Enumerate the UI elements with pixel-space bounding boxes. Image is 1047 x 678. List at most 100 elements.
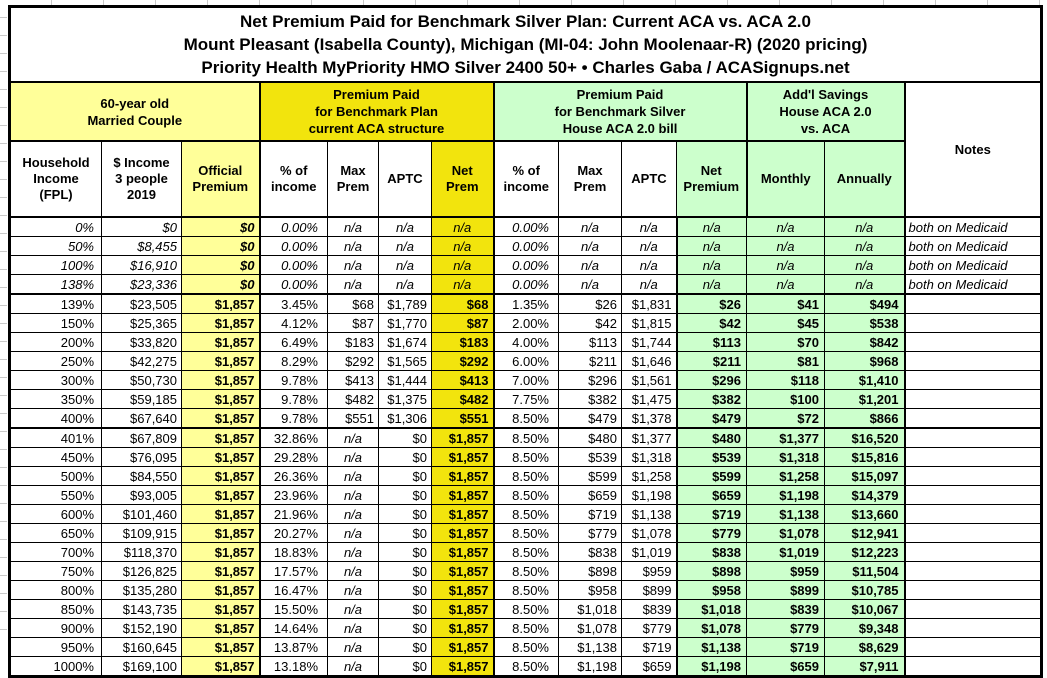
cell-aca-aptc[interactable]: $1,565 bbox=[378, 351, 432, 371]
cell-aca2-net-premium[interactable]: $480 bbox=[675, 427, 747, 448]
cell-aca2-max-prem[interactable]: $958 bbox=[558, 580, 622, 600]
cell-savings-monthly[interactable]: $72 bbox=[746, 408, 825, 429]
cell-notes[interactable]: both on Medicaid bbox=[903, 216, 1042, 237]
cell-income[interactable]: $76,095 bbox=[101, 447, 182, 467]
cell-fpl[interactable]: 100% bbox=[9, 255, 102, 275]
cell-aca-pct-income[interactable]: 14.64% bbox=[258, 618, 328, 638]
cell-savings-monthly[interactable]: $1,019 bbox=[746, 542, 825, 562]
cell-savings-monthly[interactable]: $1,258 bbox=[746, 466, 825, 486]
cell-aca2-aptc[interactable]: $719 bbox=[621, 637, 677, 657]
cell-notes[interactable] bbox=[903, 351, 1042, 371]
cell-aca2-net-premium[interactable]: $211 bbox=[675, 351, 747, 371]
cell-aca2-aptc[interactable]: n/a bbox=[621, 255, 677, 275]
cell-aca2-aptc[interactable]: $1,744 bbox=[621, 332, 677, 352]
cell-fpl[interactable]: 800% bbox=[9, 580, 102, 600]
cell-aca2-pct-income[interactable]: 8.50% bbox=[492, 504, 559, 524]
column-header-aca-net-prem[interactable]: Net Prem bbox=[431, 140, 494, 218]
cell-official-premium[interactable]: $1,857 bbox=[181, 293, 260, 314]
cell-savings-annually[interactable]: n/a bbox=[824, 216, 905, 237]
cell-aca2-aptc[interactable]: n/a bbox=[621, 274, 677, 295]
cell-aca2-pct-income[interactable]: 4.00% bbox=[492, 332, 559, 352]
cell-official-premium[interactable]: $1,857 bbox=[181, 599, 260, 619]
cell-fpl[interactable]: 750% bbox=[9, 561, 102, 581]
cell-aca-max-prem[interactable]: n/a bbox=[327, 255, 379, 275]
cell-savings-monthly[interactable]: $1,138 bbox=[746, 504, 825, 524]
cell-savings-monthly[interactable]: n/a bbox=[746, 274, 825, 295]
cell-savings-annually[interactable]: $866 bbox=[824, 408, 905, 429]
cell-notes[interactable] bbox=[903, 504, 1042, 524]
column-header-aca-aptc[interactable]: APTC bbox=[378, 140, 432, 218]
cell-aca-pct-income[interactable]: 4.12% bbox=[258, 313, 328, 333]
cell-savings-monthly[interactable]: $1,318 bbox=[746, 447, 825, 467]
cell-fpl[interactable]: 250% bbox=[9, 351, 102, 371]
cell-aca2-max-prem[interactable]: $480 bbox=[558, 427, 622, 448]
cell-savings-monthly[interactable]: $81 bbox=[746, 351, 825, 371]
cell-notes[interactable]: both on Medicaid bbox=[903, 255, 1042, 275]
cell-savings-monthly[interactable]: $899 bbox=[746, 580, 825, 600]
column-header-income[interactable]: $ Income 3 people 2019 bbox=[101, 140, 182, 218]
cell-aca2-pct-income[interactable]: 8.50% bbox=[492, 599, 559, 619]
cell-aca2-pct-income[interactable]: 8.50% bbox=[492, 485, 559, 505]
cell-aca2-aptc[interactable]: $1,831 bbox=[621, 293, 677, 314]
cell-aca2-aptc[interactable]: $1,138 bbox=[621, 504, 677, 524]
cell-aca-pct-income[interactable]: 15.50% bbox=[258, 599, 328, 619]
cell-aca2-net-premium[interactable]: $539 bbox=[675, 447, 747, 467]
cell-fpl[interactable]: 900% bbox=[9, 618, 102, 638]
cell-official-premium[interactable]: $1,857 bbox=[181, 561, 260, 581]
cell-aca-max-prem[interactable]: n/a bbox=[327, 599, 379, 619]
cell-aca2-max-prem[interactable]: $719 bbox=[558, 504, 622, 524]
cell-aca2-net-premium[interactable]: $479 bbox=[675, 408, 747, 429]
cell-aca-aptc[interactable]: $1,375 bbox=[378, 389, 432, 409]
cell-notes[interactable] bbox=[903, 389, 1042, 409]
cell-aca2-pct-income[interactable]: 7.00% bbox=[492, 370, 559, 390]
cell-aca2-aptc[interactable]: $1,475 bbox=[621, 389, 677, 409]
cell-official-premium[interactable]: $1,857 bbox=[181, 408, 260, 429]
cell-notes[interactable] bbox=[903, 485, 1042, 505]
cell-aca-net-prem[interactable]: $1,857 bbox=[431, 561, 494, 581]
cell-official-premium[interactable]: $1,857 bbox=[181, 542, 260, 562]
cell-aca2-aptc[interactable]: $1,561 bbox=[621, 370, 677, 390]
column-header-official-premium[interactable]: Official Premium bbox=[181, 140, 260, 218]
cell-aca2-pct-income[interactable]: 8.50% bbox=[492, 447, 559, 467]
cell-aca-max-prem[interactable]: $482 bbox=[327, 389, 379, 409]
cell-aca2-aptc[interactable]: $1,646 bbox=[621, 351, 677, 371]
cell-aca-net-prem[interactable]: $1,857 bbox=[431, 447, 494, 467]
cell-official-premium[interactable]: $1,857 bbox=[181, 580, 260, 600]
cell-income[interactable]: $152,190 bbox=[101, 618, 182, 638]
cell-notes[interactable] bbox=[903, 332, 1042, 352]
cell-aca2-pct-income[interactable]: 0.00% bbox=[492, 216, 559, 237]
cell-aca-net-prem[interactable]: $1,857 bbox=[431, 599, 494, 619]
cell-aca2-aptc[interactable]: $1,258 bbox=[621, 466, 677, 486]
cell-savings-annually[interactable]: $16,520 bbox=[824, 427, 905, 448]
column-header-aca-max-prem[interactable]: Max Prem bbox=[327, 140, 379, 218]
cell-aca-aptc[interactable]: $0 bbox=[378, 523, 432, 543]
cell-savings-annually[interactable]: n/a bbox=[824, 255, 905, 275]
cell-aca-aptc[interactable]: $0 bbox=[378, 542, 432, 562]
cell-aca2-pct-income[interactable]: 8.50% bbox=[492, 542, 559, 562]
cell-aca-net-prem[interactable]: $1,857 bbox=[431, 485, 494, 505]
cell-notes[interactable]: both on Medicaid bbox=[903, 274, 1042, 295]
cell-savings-annually[interactable]: $10,067 bbox=[824, 599, 905, 619]
cell-notes[interactable] bbox=[903, 580, 1042, 600]
cell-savings-annually[interactable]: $13,660 bbox=[824, 504, 905, 524]
cell-fpl[interactable]: 401% bbox=[9, 427, 102, 448]
cell-fpl[interactable]: 550% bbox=[9, 485, 102, 505]
cell-official-premium[interactable]: $0 bbox=[181, 274, 260, 295]
cell-official-premium[interactable]: $1,857 bbox=[181, 389, 260, 409]
cell-income[interactable]: $169,100 bbox=[101, 656, 182, 678]
cell-fpl[interactable]: 138% bbox=[9, 274, 102, 295]
cell-fpl[interactable]: 500% bbox=[9, 466, 102, 486]
cell-savings-annually[interactable]: $10,785 bbox=[824, 580, 905, 600]
cell-aca-pct-income[interactable]: 6.49% bbox=[258, 332, 328, 352]
cell-aca2-net-premium[interactable]: $779 bbox=[675, 523, 747, 543]
cell-official-premium[interactable]: $1,857 bbox=[181, 351, 260, 371]
cell-aca-net-prem[interactable]: $87 bbox=[431, 313, 494, 333]
cell-aca2-pct-income[interactable]: 0.00% bbox=[492, 255, 559, 275]
cell-aca-pct-income[interactable]: 16.47% bbox=[258, 580, 328, 600]
cell-aca2-net-premium[interactable]: $42 bbox=[675, 313, 747, 333]
cell-aca-net-prem[interactable]: n/a bbox=[431, 274, 494, 295]
cell-aca-pct-income[interactable]: 9.78% bbox=[258, 389, 328, 409]
cell-aca-pct-income[interactable]: 3.45% bbox=[258, 293, 328, 314]
cell-notes[interactable] bbox=[903, 370, 1042, 390]
cell-savings-annually[interactable]: $538 bbox=[824, 313, 905, 333]
